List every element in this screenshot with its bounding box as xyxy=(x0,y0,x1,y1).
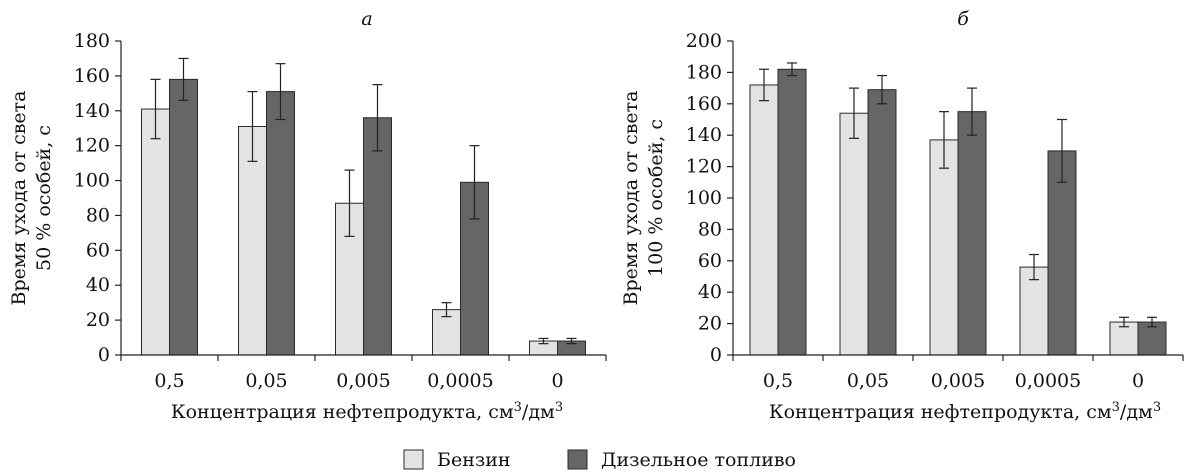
panel-b-y-tick-label: 100 xyxy=(686,187,722,209)
panel-b-x-tick-label: 0 xyxy=(1132,370,1144,392)
panel-a-bar-diesel xyxy=(363,117,392,356)
panel-b-x-tick-label: 0,5 xyxy=(763,370,793,392)
panel-b-y-tick-label: 160 xyxy=(686,93,722,115)
legend-label-diesel: Дизельное топливо xyxy=(601,449,796,471)
panel-a-bar-benzin xyxy=(141,108,170,356)
panel-a-x-axis-ticks: 0,5 0,05 0,005 0,0005 0 xyxy=(120,355,607,392)
panel-b-x-tick-label: 0,0005 xyxy=(1015,370,1081,392)
panel-b-bar-diesel xyxy=(1047,150,1077,356)
panel-b-x-axis-label: Концентрация нефтепродукта, см3/дм3 xyxy=(769,400,1161,423)
panel-a-x-tick-label: 0,005 xyxy=(336,370,390,392)
panel-a-y-axis-ticks: 0 20 40 60 80 100 120 140 160 180 xyxy=(74,30,121,366)
panel-a-y-axis-label-line1: Время ухода от света xyxy=(8,91,30,306)
panel-b-y-tick-label: 20 xyxy=(698,313,722,335)
panel-a-bar-diesel xyxy=(266,91,295,356)
panel-a-y-tick-label: 20 xyxy=(86,309,110,331)
panel-a-x-tick-label: 0,5 xyxy=(154,370,184,392)
panel-b-x-axis-ticks: 0,5 0,05 0,005 0,0005 0 xyxy=(732,355,1184,392)
legend-swatch-benzin xyxy=(403,449,424,470)
panel-b-y-axis-label-line2: 100 % особей, с xyxy=(645,119,667,277)
panel-a-bars xyxy=(141,57,586,356)
panel-a-y-tick-label: 120 xyxy=(74,135,110,157)
panel-b-bar-diesel xyxy=(777,68,807,356)
panel-a-y-tick-label: 160 xyxy=(74,65,110,87)
panel-b-y-tick-label: 200 xyxy=(686,30,722,52)
legend-swatch-diesel xyxy=(567,449,588,470)
panel-a-x-tick-label: 0 xyxy=(551,370,563,392)
panel-b-y-tick-label: 40 xyxy=(698,281,722,303)
panel-b-y-tick-label: 0 xyxy=(710,344,722,366)
panel-a-y-tick-label: 0 xyxy=(98,344,110,366)
panel-b-y-axis-ticks: 0 20 40 60 80 100 120 140 160 180 200 xyxy=(686,30,733,366)
panel-a-title: a xyxy=(361,8,372,30)
panel-b-y-axis-label-line1: Время ухода от света xyxy=(620,91,642,306)
panel-a-y-tick-label: 60 xyxy=(86,239,110,261)
panel-a-y-tick-label: 140 xyxy=(74,100,110,122)
panel-b-bar-diesel xyxy=(867,89,897,356)
panel-b-x-tick-label: 0,05 xyxy=(847,370,889,392)
panel-b-bar-diesel xyxy=(1137,321,1167,356)
panel-a-y-tick-label: 80 xyxy=(86,204,110,226)
panel-a-x-tick-label: 0,05 xyxy=(245,370,287,392)
panel-b-y-tick-label: 80 xyxy=(698,218,722,240)
panel-a-y-tick-label: 40 xyxy=(86,274,110,296)
panel-b-x-tick-label: 0,005 xyxy=(931,370,985,392)
legend-label-benzin: Бензин xyxy=(437,449,511,471)
panel-b-chart: б 0 20 40 60 80 100 120 140 160 180 200 0,5 0,05 0,0… xyxy=(620,8,1184,423)
panel-b-bar-benzin xyxy=(839,112,869,356)
panel-a-y-tick-label: 180 xyxy=(74,30,110,52)
panel-b-y-tick-label: 120 xyxy=(686,156,722,178)
legend: Бензин Дизельное топливо xyxy=(403,449,796,471)
panel-b-bar-benzin xyxy=(749,84,779,356)
panel-b-y-tick-label: 140 xyxy=(686,124,722,146)
panel-b-bar-diesel xyxy=(957,111,987,356)
panel-b-y-tick-label: 60 xyxy=(698,250,722,272)
panel-a-bar-diesel xyxy=(169,78,198,356)
panel-a-x-axis-label: Концентрация нефтепродукта, см3/дм3 xyxy=(171,400,563,423)
panel-a-y-tick-label: 100 xyxy=(74,170,110,192)
panel-a-y-axis-label-line2: 50 % особей, с xyxy=(33,125,55,271)
panel-b-title: б xyxy=(957,8,969,30)
panel-b-bar-benzin xyxy=(1019,266,1049,356)
panel-b-bar-benzin xyxy=(929,139,959,356)
panel-b-y-tick-label: 180 xyxy=(686,61,722,83)
panel-a-x-tick-label: 0,0005 xyxy=(427,370,493,392)
panel-b-bars xyxy=(749,62,1167,356)
